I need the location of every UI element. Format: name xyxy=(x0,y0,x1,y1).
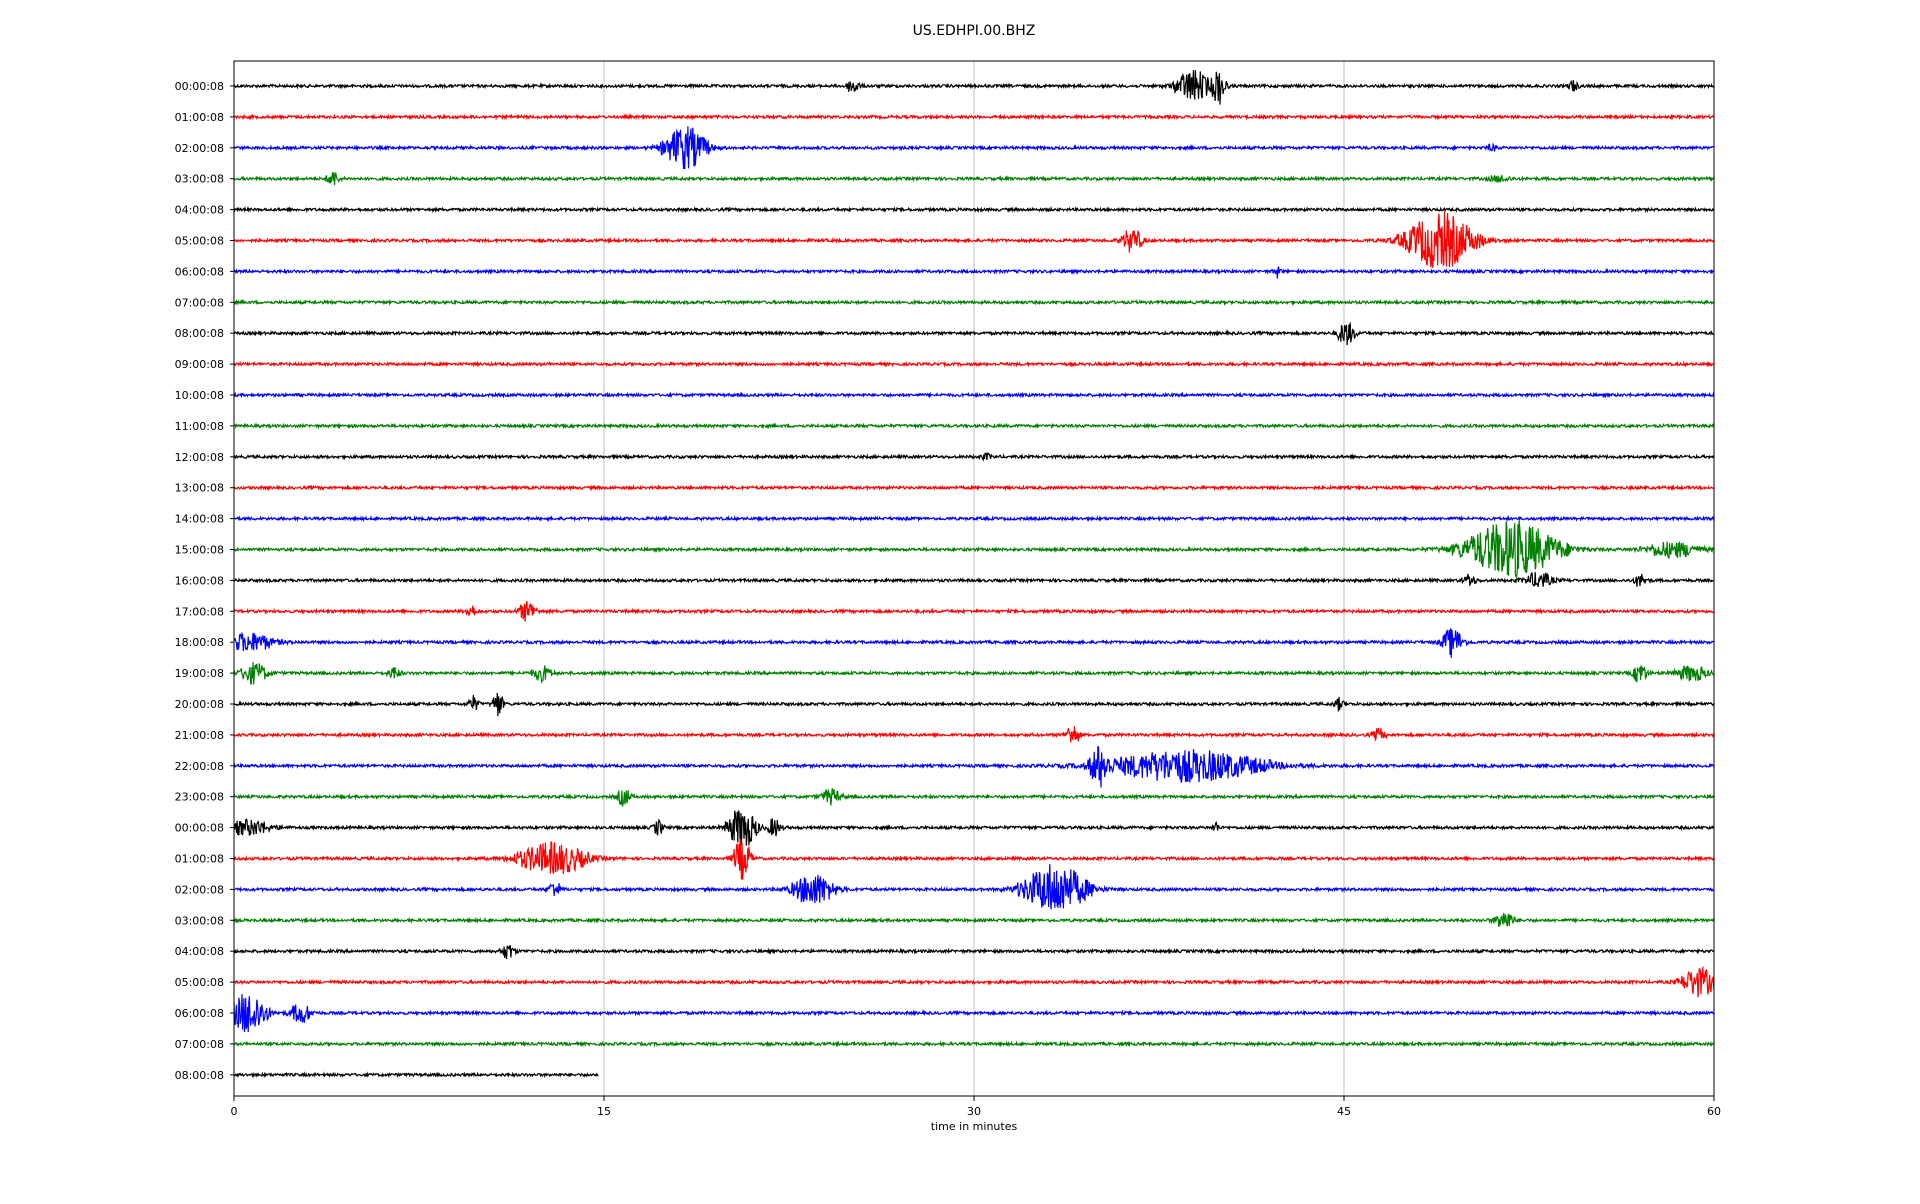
trace-row-10 xyxy=(233,391,1715,399)
row-label-18: 18:00:08 xyxy=(175,636,224,649)
row-label-1: 01:00:08 xyxy=(175,111,224,124)
trace-row-17 xyxy=(233,600,1715,622)
row-label-0: 00:00:08 xyxy=(175,80,224,93)
row-label-6: 06:00:08 xyxy=(175,265,224,278)
trace-row-22 xyxy=(233,745,1715,788)
row-label-24: 00:00:08 xyxy=(175,822,224,835)
row-label-10: 10:00:08 xyxy=(175,389,224,402)
trace-row-15 xyxy=(233,520,1715,579)
trace-row-1 xyxy=(233,113,1715,121)
trace-row-12 xyxy=(233,452,1715,462)
trace-row-4 xyxy=(233,205,1715,214)
trace-row-5 xyxy=(233,211,1714,268)
row-label-4: 04:00:08 xyxy=(175,204,224,217)
row-label-17: 17:00:08 xyxy=(175,605,224,618)
row-label-9: 09:00:08 xyxy=(175,358,224,371)
trace-row-27 xyxy=(233,912,1715,927)
row-label-29: 05:00:08 xyxy=(175,976,224,989)
trace-row-16 xyxy=(233,571,1715,588)
row-label-22: 22:00:08 xyxy=(175,760,224,773)
trace-row-26 xyxy=(233,864,1715,910)
x-tick-label-0: 0 xyxy=(231,1105,238,1118)
trace-row-29 xyxy=(233,966,1715,998)
trace-row-2 xyxy=(233,126,1714,170)
row-label-5: 05:00:08 xyxy=(175,235,224,248)
row-label-30: 06:00:08 xyxy=(175,1007,224,1020)
trace-row-23 xyxy=(233,788,1715,807)
x-tick-label-1: 15 xyxy=(597,1105,611,1118)
row-label-7: 07:00:08 xyxy=(175,296,224,309)
row-label-14: 14:00:08 xyxy=(175,513,224,526)
row-label-11: 11:00:08 xyxy=(175,420,224,433)
x-tick-label-4: 60 xyxy=(1707,1105,1721,1118)
row-label-12: 12:00:08 xyxy=(175,451,224,464)
trace-row-20 xyxy=(233,692,1715,717)
trace-row-30 xyxy=(233,994,1715,1033)
x-tick-label-2: 30 xyxy=(967,1105,981,1118)
row-label-13: 13:00:08 xyxy=(175,482,224,495)
row-label-31: 07:00:08 xyxy=(175,1038,224,1051)
row-label-16: 16:00:08 xyxy=(175,574,224,587)
trace-row-18 xyxy=(233,628,1715,658)
trace-row-31 xyxy=(233,1040,1715,1048)
row-label-26: 02:00:08 xyxy=(175,883,224,896)
trace-row-0 xyxy=(233,70,1715,105)
trace-row-25 xyxy=(233,838,1715,880)
trace-row-11 xyxy=(233,422,1715,430)
trace-layer xyxy=(233,70,1715,1079)
row-labels: 00:00:08 01:00:08 02:00:08 03:00:08 04:00:08… xyxy=(175,80,234,1082)
chart-title: US.EDHPI.00.BHZ xyxy=(913,23,1036,39)
row-label-20: 20:00:08 xyxy=(175,698,224,711)
row-label-27: 03:00:08 xyxy=(175,914,224,927)
row-label-2: 02:00:08 xyxy=(175,142,224,155)
row-label-3: 03:00:08 xyxy=(175,173,224,186)
trace-row-19 xyxy=(233,662,1715,685)
trace-row-21 xyxy=(233,726,1715,743)
trace-row-24 xyxy=(233,810,1715,849)
trace-row-8 xyxy=(233,322,1715,346)
row-label-28: 04:00:08 xyxy=(175,945,224,958)
row-label-21: 21:00:08 xyxy=(175,729,224,742)
trace-row-7 xyxy=(233,298,1715,307)
trace-row-32 xyxy=(233,1071,599,1079)
row-label-15: 15:00:08 xyxy=(175,544,224,557)
x-axis-label: time in minutes xyxy=(931,1120,1018,1133)
row-label-8: 08:00:08 xyxy=(175,327,224,340)
trace-row-14 xyxy=(233,514,1715,523)
row-label-32: 08:00:08 xyxy=(175,1069,224,1082)
trace-row-13 xyxy=(233,483,1715,492)
trace-row-9 xyxy=(233,360,1715,368)
trace-row-6 xyxy=(233,266,1715,279)
trace-row-3 xyxy=(233,172,1715,186)
trace-row-28 xyxy=(233,945,1715,960)
x-tick-label-3: 45 xyxy=(1337,1105,1351,1118)
row-label-25: 01:00:08 xyxy=(175,853,224,866)
row-label-19: 19:00:08 xyxy=(175,667,224,680)
x-axis-ticks: 0 15 30 45 60 xyxy=(231,1096,1721,1118)
grid-lines xyxy=(603,61,1345,1096)
row-label-23: 23:00:08 xyxy=(175,791,224,804)
